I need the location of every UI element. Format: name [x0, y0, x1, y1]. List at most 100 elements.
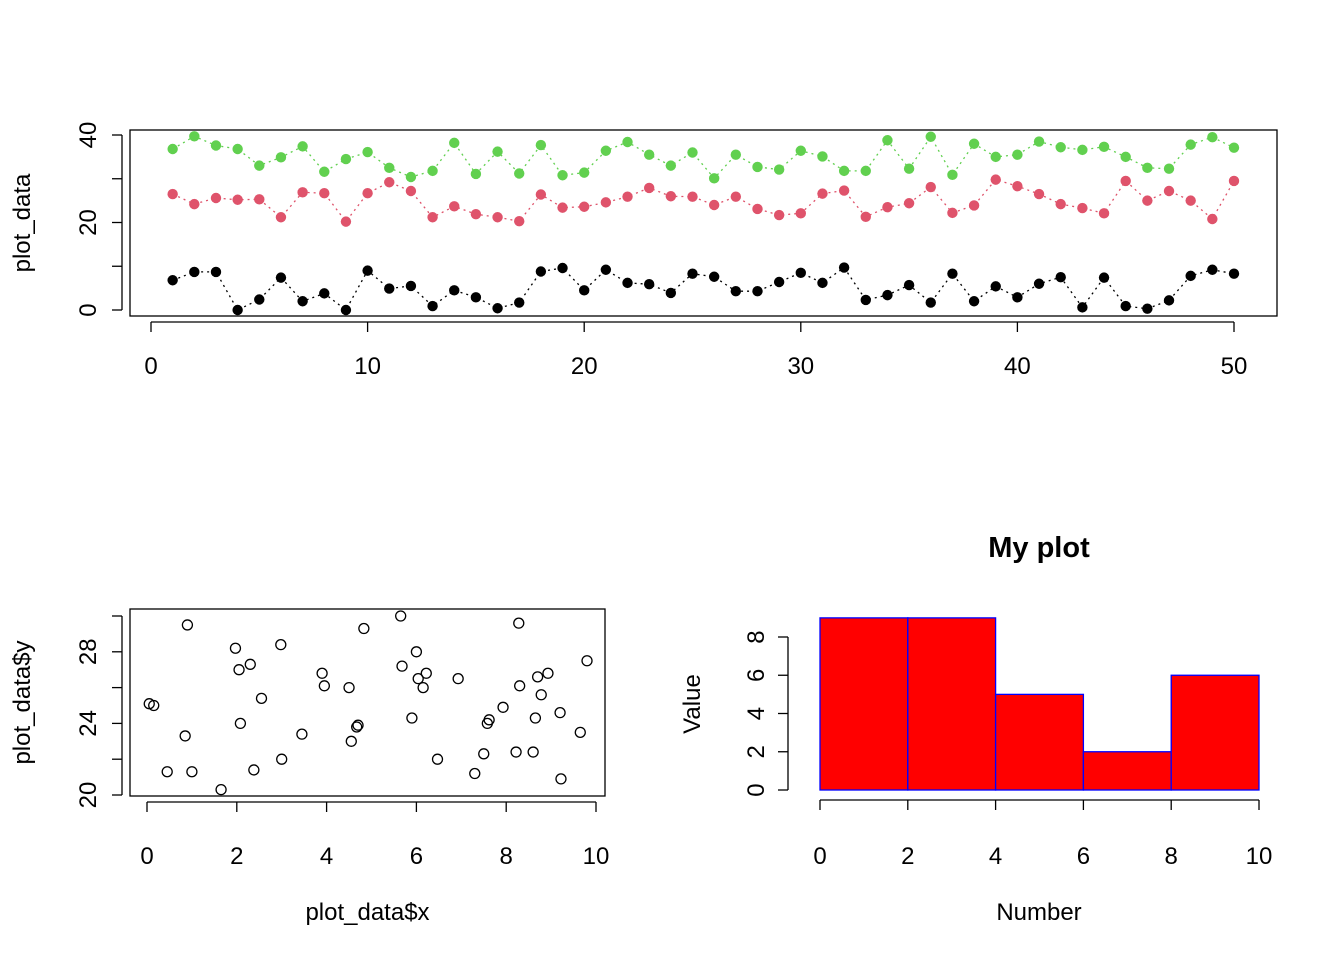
top-series-1-point — [340, 216, 352, 227]
histogram-bar — [819, 617, 909, 791]
panel-top-series-plot: 0 10 20 30 40 50 0 20 40 plot_data — [9, 122, 1278, 380]
scatter-point — [420, 667, 432, 679]
top-y-tick-label: 20 — [75, 209, 102, 236]
histogram-bar — [1082, 751, 1172, 791]
scatter-point — [318, 680, 331, 692]
scatter-point — [535, 689, 547, 701]
scatter-y-tick-label: 28 — [75, 638, 102, 665]
top-series-0-point — [384, 283, 395, 294]
top-series-2-point — [665, 160, 677, 171]
scatter-point — [555, 773, 567, 785]
top-series-2-point — [795, 145, 806, 156]
hist-x-tick-label: 2 — [901, 843, 914, 870]
scatter-point — [531, 671, 544, 683]
top-series-1-point — [427, 212, 438, 223]
top-series-2-point — [817, 151, 828, 162]
top-series-2-point — [860, 165, 871, 177]
scatter-point — [514, 680, 526, 692]
top-series-0-point — [817, 277, 828, 289]
top-series-2-point — [1012, 149, 1023, 160]
top-series-1-point — [687, 191, 698, 202]
top-series-2-point — [167, 143, 178, 155]
top-x-tick-label: 40 — [1004, 353, 1031, 380]
top-series-1-point — [665, 191, 677, 202]
scatter-point — [554, 707, 566, 719]
top-series-0-point — [752, 285, 763, 297]
top-series-2-point — [1207, 131, 1218, 143]
hist-x-tick-label: 10 — [1246, 843, 1273, 870]
top-series-0-point — [1163, 295, 1175, 306]
top-series-2-point — [297, 141, 308, 152]
top-series-1-point — [1120, 175, 1131, 187]
scatter-x-tick-label: 0 — [140, 843, 153, 870]
scatter-point — [358, 622, 370, 635]
top-series-2-point — [492, 146, 503, 157]
scatter-point — [417, 681, 429, 694]
top-series-1-point — [1077, 202, 1088, 214]
scatter-point — [581, 655, 593, 667]
top-series-1-point — [795, 208, 806, 219]
top-series-0-point — [297, 296, 308, 307]
top-series-2-point — [947, 169, 958, 181]
hist-y-tick-label: 0 — [743, 783, 770, 796]
top-series-1-point — [384, 177, 395, 188]
top-y-tick-label: 0 — [75, 303, 102, 316]
top-series-1-point — [514, 215, 525, 227]
top-series-1-point — [210, 192, 222, 204]
hist-y-tick-label: 6 — [743, 669, 770, 682]
top-x-tick-label: 30 — [787, 353, 814, 380]
top-series-1-point — [535, 189, 547, 200]
top-x-tick-label: 10 — [354, 353, 381, 380]
scatter-point — [215, 783, 227, 796]
scatter-x-tick-label: 2 — [230, 843, 243, 870]
top-series-1-point — [167, 188, 178, 200]
top-series-0-point — [1228, 268, 1240, 279]
top-series-1-point — [860, 211, 871, 223]
top-series-0-point — [427, 300, 438, 312]
top-series-1-point — [1207, 213, 1218, 225]
hist-x-axis-label: Number — [996, 899, 1081, 926]
top-series-0-point — [275, 272, 287, 283]
top-series-1-point — [1033, 188, 1045, 200]
top-series-0-point — [535, 266, 547, 277]
top-series-2-point — [340, 153, 352, 165]
top-series-0-point — [773, 276, 785, 288]
top-series-1-point — [449, 201, 460, 212]
top-series-0-point — [1120, 300, 1131, 312]
scatter-point — [527, 746, 539, 758]
top-y-tick-label: 40 — [75, 122, 102, 149]
top-series-2-point — [189, 131, 200, 142]
scatter-point — [248, 764, 260, 776]
scatter-point — [410, 646, 423, 658]
top-series-2-point — [470, 168, 482, 180]
top-series-0-point — [210, 266, 222, 278]
top-series-0-point — [643, 278, 655, 290]
hist-title: My plot — [988, 532, 1090, 564]
scatter-point — [181, 619, 194, 631]
top-series-0-point — [492, 303, 503, 314]
histogram-bar — [907, 617, 997, 791]
top-series-1-point — [903, 198, 915, 209]
scatter-point — [412, 673, 424, 685]
scatter-point — [179, 730, 191, 742]
top-series-2-point — [254, 160, 265, 171]
top-series-1-point — [643, 182, 655, 194]
top-series-2-point — [1142, 162, 1153, 174]
top-series-2-point — [557, 170, 568, 181]
top-series-0-point — [189, 266, 200, 278]
top-series-1-point — [947, 207, 958, 219]
top-series-2-point — [687, 147, 698, 158]
scatter-x-tick-label: 6 — [410, 843, 423, 870]
top-series-2-point — [1098, 141, 1110, 153]
scatter-point — [431, 753, 444, 765]
top-series-2-point — [210, 140, 222, 151]
scatter-point — [574, 726, 586, 738]
hist-x-tick-label: 4 — [989, 843, 1002, 870]
scatter-point — [345, 735, 357, 747]
top-series-1-point — [492, 212, 503, 223]
top-series-1-point — [882, 201, 893, 213]
top-series-2-point — [1077, 144, 1088, 156]
top-y-axis-label: plot_data — [9, 173, 36, 272]
top-series-2-point — [427, 165, 438, 177]
